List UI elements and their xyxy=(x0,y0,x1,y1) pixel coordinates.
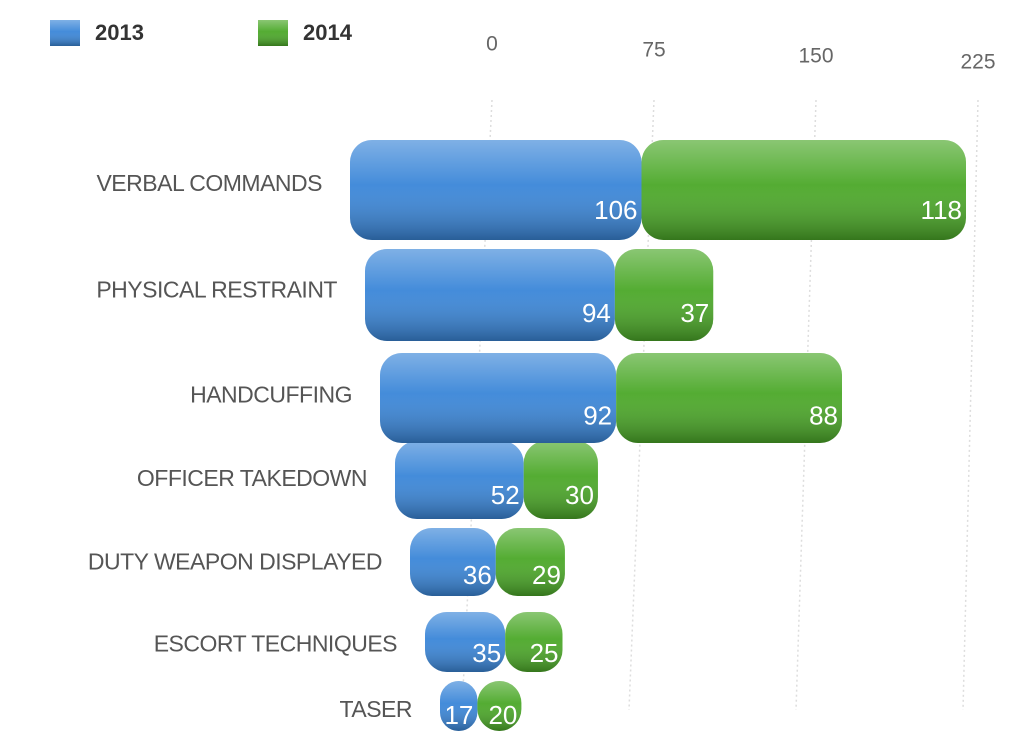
category-label: PHYSICAL RESTRAINT xyxy=(96,277,337,303)
bar-shade xyxy=(440,681,478,731)
value-label: 29 xyxy=(532,560,561,590)
legend-label: 2013 xyxy=(95,20,144,45)
value-label: 88 xyxy=(809,401,838,431)
bar-shade xyxy=(495,528,565,596)
category-label: ESCORT TECHNIQUES xyxy=(154,630,397,656)
value-label: 35 xyxy=(472,638,501,668)
legend-shade xyxy=(258,20,288,46)
value-label: 118 xyxy=(921,195,962,225)
value-label: 36 xyxy=(463,560,492,590)
value-label: 106 xyxy=(594,195,637,225)
value-label: 17 xyxy=(444,700,473,730)
value-label: 37 xyxy=(680,298,709,328)
bar-shade xyxy=(380,353,617,443)
bar-shade xyxy=(350,140,642,240)
bar-shade xyxy=(425,612,506,672)
x-tick-label: 75 xyxy=(642,39,665,62)
bar-shade xyxy=(641,140,966,240)
value-label: 94 xyxy=(582,298,611,328)
x-tick-label: 225 xyxy=(960,51,995,74)
x-tick-label: 150 xyxy=(798,45,833,68)
bar-shade xyxy=(365,249,615,341)
category-label: OFFICER TAKEDOWN xyxy=(137,465,367,491)
bar-shade xyxy=(523,441,598,519)
category-label: VERBAL COMMANDS xyxy=(96,170,322,196)
value-label: 92 xyxy=(583,401,612,431)
bar-shade xyxy=(410,528,496,596)
category-label: TASER xyxy=(340,696,412,722)
value-label: 25 xyxy=(530,638,559,668)
category-label: DUTY WEAPON DISPLAYED xyxy=(88,549,382,575)
bar-shade xyxy=(395,441,524,519)
legend-shade xyxy=(50,20,80,46)
grid-line xyxy=(962,99,979,711)
value-label: 20 xyxy=(488,700,517,730)
category-label: HANDCUFFING xyxy=(190,381,352,407)
bar-shade xyxy=(477,681,522,731)
bar-shade xyxy=(616,353,842,443)
bar-shade xyxy=(614,249,714,341)
value-label: 30 xyxy=(565,480,594,510)
legend-label: 2014 xyxy=(303,20,353,45)
value-label: 52 xyxy=(491,480,520,510)
x-tick-label: 0 xyxy=(486,33,498,56)
bar-shade xyxy=(505,612,563,672)
